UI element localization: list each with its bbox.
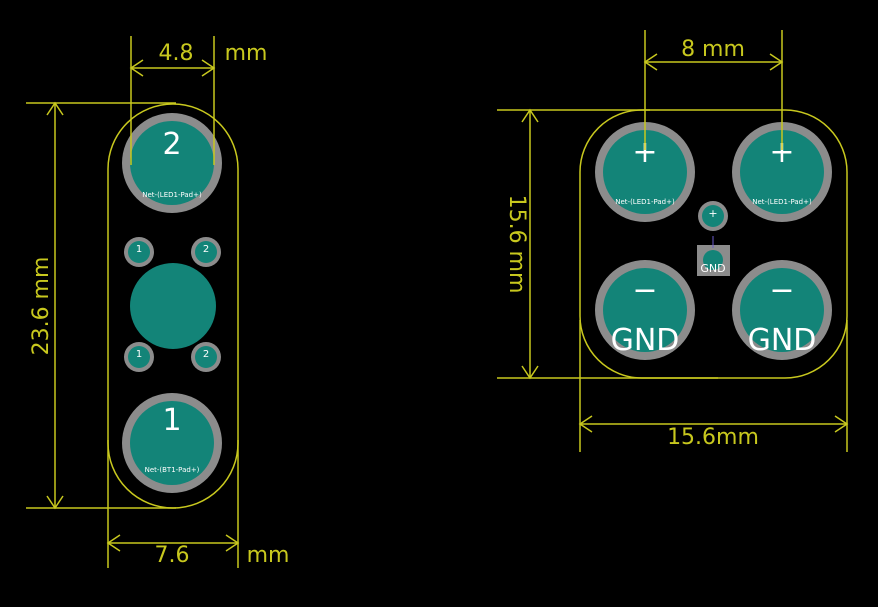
left-dim-height (26, 101, 176, 510)
pad-number: 1 (162, 403, 181, 438)
left-board: 2 Net-(LED1-Pad+) 1 2 1 2 (26, 36, 289, 568)
pad-label: GND (748, 323, 817, 358)
pad-copper (702, 205, 724, 227)
left-top-pad[interactable]: 2 Net-(LED1-Pad+) (122, 113, 222, 213)
right-dim-pad-spacing-label: 8 mm (681, 37, 745, 62)
left-dim-width (106, 440, 240, 568)
pad-number: 1 (136, 349, 142, 360)
right-dim-pad-spacing (643, 30, 784, 150)
pad-symbol: − (769, 273, 794, 308)
pad-copper (740, 268, 824, 352)
left-small-pad-3[interactable]: 1 (124, 342, 154, 372)
left-small-pad-2[interactable]: 2 (191, 237, 221, 267)
right-center-square-pad[interactable]: GND (697, 236, 730, 276)
pad-copper (128, 241, 150, 263)
pad-copper (130, 121, 214, 205)
pad-label: GND (700, 262, 725, 275)
pad-number: 2 (162, 127, 181, 162)
pad-copper (195, 241, 217, 263)
pad-copper (740, 130, 824, 214)
right-pad-bottom-right[interactable]: − GND (732, 260, 832, 360)
right-dim-width-label: 15.6mm (667, 425, 759, 450)
right-dim-height (497, 108, 718, 380)
right-center-small-pad[interactable]: + (698, 201, 728, 231)
left-dim-width-unit: mm (247, 543, 290, 568)
pad-copper (130, 401, 214, 485)
left-center-pad[interactable] (130, 263, 216, 349)
right-dim-height-label: 15.6 mm (504, 195, 529, 294)
pad-label: GND (611, 323, 680, 358)
right-pad-bottom-left[interactable]: − GND (595, 260, 695, 360)
right-pad-top-right[interactable]: + Net-(LED1-Pad+) (732, 122, 832, 222)
pad-copper (703, 250, 723, 270)
pad-number: 2 (203, 349, 209, 360)
right-pad-top-left[interactable]: + Net-(LED1-Pad+) (595, 122, 695, 222)
pad-copper (603, 130, 687, 214)
left-dim-width-value: 7.6 (155, 543, 190, 568)
pad-net-label: Net-(LED1-Pad+) (142, 191, 202, 199)
left-bottom-pad[interactable]: 1 Net-(BT1-Pad+) (122, 393, 222, 493)
pad-number: 1 (136, 244, 142, 255)
pad-copper (603, 268, 687, 352)
pad-symbol: − (632, 273, 657, 308)
left-dim-height-label: 23.6 mm (29, 257, 54, 356)
pad-net-label: Net-(LED1-Pad+) (615, 198, 675, 206)
left-dim-pad-spacing-value: 4.8 (159, 41, 194, 66)
right-board: + Net-(LED1-Pad+) + Net-(LED1-Pad+) − GN… (497, 30, 849, 452)
pad-copper (128, 346, 150, 368)
left-small-pad-1[interactable]: 1 (124, 237, 154, 267)
right-dim-width (578, 320, 849, 452)
pad-net-label: Net-(LED1-Pad+) (752, 198, 812, 206)
left-dim-pad-spacing (129, 36, 216, 165)
pad-copper (195, 346, 217, 368)
left-small-pad-4[interactable]: 2 (191, 342, 221, 372)
pad-net-label: Net-(BT1-Pad+) (145, 466, 200, 474)
left-dim-pad-spacing-unit: mm (225, 41, 268, 66)
pad-number: 2 (203, 244, 209, 255)
pad-symbol: + (708, 207, 717, 220)
